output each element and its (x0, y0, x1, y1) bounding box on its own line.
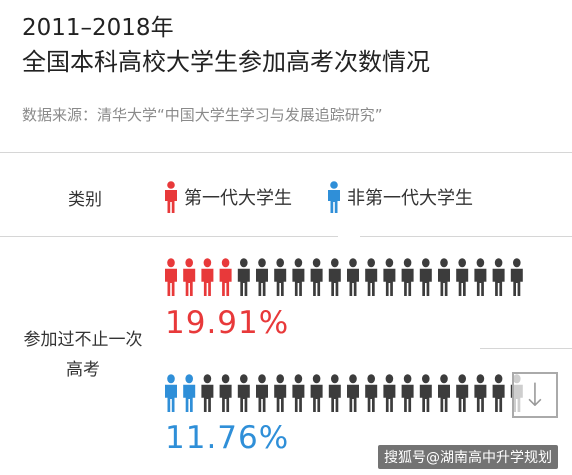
data-source: 数据来源：清华大学“中国大学生学习与发展追踪研究” (22, 106, 383, 124)
person-icon (328, 181, 340, 213)
person-icon-non-first-gen-9 (310, 374, 323, 412)
person-icon-first-gen-19 (492, 258, 505, 296)
divider-mid (480, 348, 572, 349)
legend-non-first-gen: 非第一代大学生 (326, 181, 473, 213)
person-icon-non-first-gen-3 (201, 374, 214, 412)
scroll-top-button[interactable]: ↓ (512, 372, 558, 418)
legend-non-first-gen-label: 非第一代大学生 (347, 188, 473, 209)
person-icon-non-first-gen-17 (456, 374, 469, 412)
person-icon-non-first-gen-12 (365, 374, 378, 412)
person-icon-non-first-gen-2 (183, 374, 196, 412)
arrow-down-icon: ↓ (521, 376, 549, 414)
chart-title-line1: 2011–2018年 (22, 15, 174, 41)
person-icon-non-first-gen-11 (347, 374, 359, 412)
person-icon-non-first-gen-7 (274, 374, 287, 412)
person-icon-non-first-gen-1 (165, 374, 177, 412)
person-icon-first-gen-6 (256, 258, 268, 296)
legend-first-gen-label: 第一代大学生 (184, 188, 292, 209)
person-icon-first-gen-13 (383, 258, 396, 296)
legend-first-gen: 第一代大学生 (163, 181, 292, 213)
person-icon-non-first-gen-15 (419, 374, 432, 412)
person-icon-first-gen-14 (401, 258, 414, 296)
person-icon (165, 181, 177, 213)
person-icon-non-first-gen-8 (292, 374, 305, 412)
row-label: 参加过不止一次高考 (23, 330, 143, 380)
person-icon-non-first-gen-13 (383, 374, 396, 412)
person-icon-first-gen-11 (347, 258, 359, 296)
legend-category-label: 类别 (68, 190, 102, 210)
person-icon-first-gen-12 (365, 258, 378, 296)
person-icon-first-gen-8 (292, 258, 305, 296)
person-icon-first-gen-2 (183, 258, 196, 296)
person-icon-non-first-gen-19 (492, 374, 505, 412)
person-icon-first-gen-1 (165, 258, 177, 296)
person-icon-non-first-gen-14 (401, 374, 414, 412)
divider-top (0, 152, 572, 153)
person-icon-non-first-gen-16 (438, 374, 450, 412)
person-icon-first-gen-16 (438, 258, 450, 296)
person-icon-first-gen-17 (456, 258, 469, 296)
watermark: 搜狐号@湖南高中升学规划 (378, 445, 558, 469)
person-icon-first-gen-10 (328, 258, 341, 296)
person-icon-first-gen-4 (219, 258, 232, 296)
person-icon-first-gen-9 (310, 258, 323, 296)
person-icon-first-gen-18 (474, 258, 487, 296)
first-gen-percent: 19.91% (165, 305, 290, 341)
person-icon-first-gen-5 (237, 258, 250, 296)
divider-header-right (360, 236, 572, 237)
person-icon-first-gen-3 (201, 258, 214, 296)
person-icon-non-first-gen-10 (328, 374, 341, 412)
person-icon-non-first-gen-4 (219, 374, 232, 412)
non-first-gen-percent: 11.76% (165, 420, 290, 456)
person-icon-non-first-gen-6 (256, 374, 268, 412)
divider-header-left (0, 236, 338, 237)
chart-title-line2: 全国本科高校大学生参加高考次数情况 (22, 48, 430, 76)
person-icon-first-gen-15 (419, 258, 432, 296)
person-icon-first-gen-20 (510, 258, 523, 296)
person-icon-first-gen-7 (274, 258, 287, 296)
person-icon-non-first-gen-5 (237, 374, 250, 412)
person-icon-non-first-gen-18 (474, 374, 487, 412)
